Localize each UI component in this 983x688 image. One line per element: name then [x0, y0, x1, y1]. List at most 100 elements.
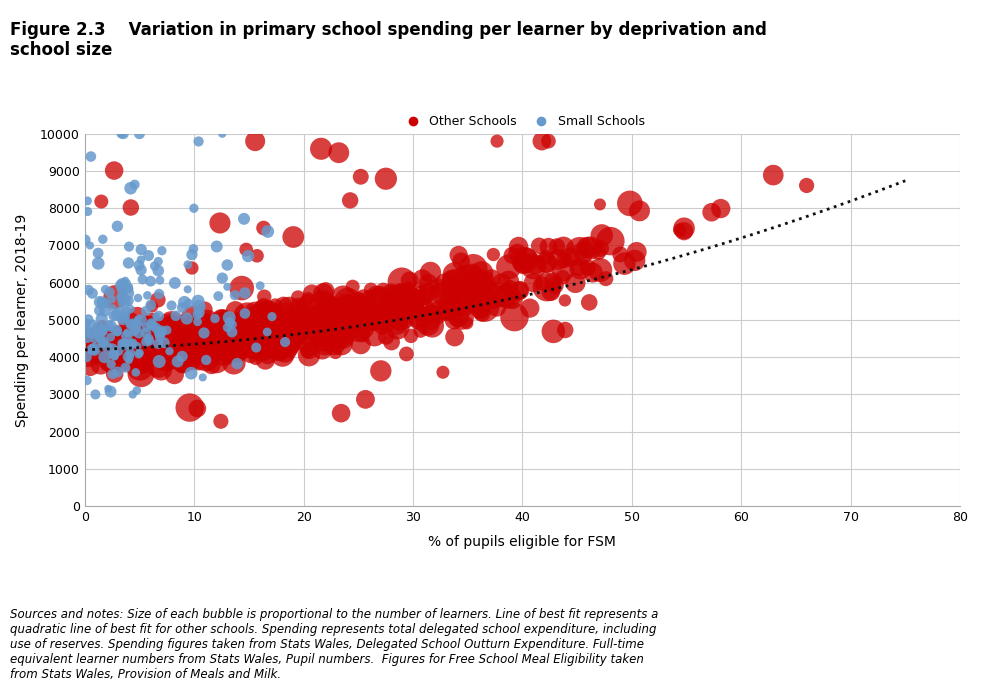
Point: [275, 314, 291, 325]
Point: [103, 359, 119, 370]
Point: [320, 305, 336, 316]
Point: [146, 341, 162, 352]
Point: [322, 301, 338, 312]
Point: [174, 351, 190, 362]
Point: [221, 312, 237, 323]
Point: [355, 301, 371, 312]
Point: [92, 297, 108, 308]
Point: [90, 324, 106, 335]
Point: [214, 272, 230, 283]
Point: [539, 251, 554, 262]
Point: [121, 340, 137, 351]
Point: [190, 309, 205, 320]
Point: [397, 315, 413, 326]
Point: [361, 305, 376, 316]
Point: [216, 326, 232, 337]
Point: [142, 343, 157, 354]
Point: [241, 334, 257, 345]
Point: [88, 328, 104, 339]
Point: [178, 332, 194, 343]
Point: [115, 351, 131, 362]
Point: [96, 352, 112, 363]
Point: [500, 276, 516, 287]
Point: [134, 244, 149, 255]
Point: [671, 224, 687, 235]
Point: [343, 315, 359, 326]
Point: [97, 284, 113, 295]
Point: [133, 314, 148, 325]
Point: [376, 285, 391, 296]
Point: [83, 361, 98, 372]
Point: [198, 334, 213, 345]
Point: [363, 314, 378, 325]
Point: [546, 326, 561, 337]
Point: [304, 288, 319, 299]
Point: [306, 325, 321, 336]
Point: [404, 302, 420, 313]
Point: [208, 330, 224, 341]
Point: [234, 283, 250, 294]
Point: [468, 281, 484, 292]
Point: [192, 301, 207, 312]
Point: [580, 262, 596, 273]
Point: [373, 365, 388, 376]
Point: [95, 323, 111, 334]
Point: [101, 320, 117, 331]
Point: [150, 256, 166, 267]
Point: [316, 301, 331, 312]
Point: [799, 180, 815, 191]
Point: [213, 416, 229, 427]
Point: [425, 321, 440, 332]
Point: [423, 315, 438, 326]
Point: [206, 329, 222, 340]
Point: [121, 355, 137, 366]
Point: [237, 288, 253, 299]
Point: [78, 321, 93, 332]
Point: [593, 243, 608, 254]
Point: [198, 347, 213, 358]
Point: [573, 246, 589, 257]
Point: [280, 323, 296, 334]
Point: [486, 249, 501, 260]
Point: [469, 287, 485, 298]
Point: [152, 347, 168, 358]
Point: [87, 344, 102, 355]
Point: [123, 339, 139, 350]
Point: [137, 320, 152, 331]
Point: [146, 261, 162, 272]
Point: [172, 327, 188, 338]
Point: [216, 311, 232, 322]
Point: [284, 318, 300, 329]
Point: [269, 329, 285, 340]
Point: [376, 319, 391, 330]
Point: [80, 195, 95, 206]
Point: [94, 325, 110, 336]
Point: [285, 231, 301, 242]
Point: [151, 327, 167, 338]
Point: [312, 314, 327, 325]
Point: [126, 343, 142, 354]
Point: [276, 327, 292, 338]
Point: [429, 310, 444, 321]
Point: [188, 321, 203, 332]
Point: [304, 314, 319, 325]
Point: [376, 304, 392, 315]
Point: [328, 320, 344, 331]
Point: [89, 350, 105, 361]
Point: [411, 307, 427, 318]
Point: [332, 312, 348, 323]
Point: [419, 309, 434, 320]
Point: [579, 242, 595, 253]
Point: [415, 274, 431, 285]
Point: [347, 325, 363, 336]
Point: [179, 324, 195, 335]
Point: [108, 326, 124, 337]
Point: [550, 254, 566, 265]
Point: [197, 304, 212, 315]
Point: [322, 304, 338, 315]
Point: [489, 291, 504, 302]
Point: [321, 314, 337, 325]
Point: [443, 274, 459, 285]
Point: [152, 275, 168, 286]
Point: [213, 345, 229, 356]
